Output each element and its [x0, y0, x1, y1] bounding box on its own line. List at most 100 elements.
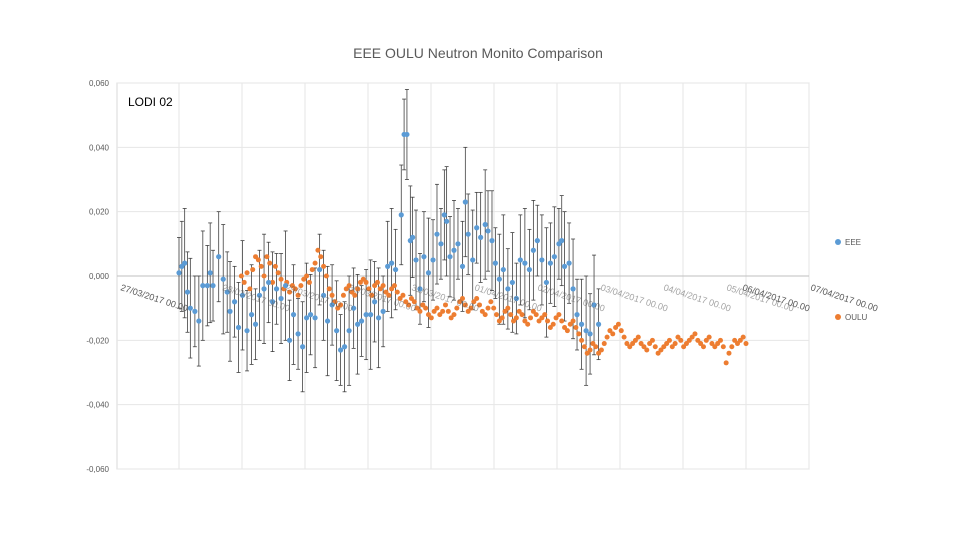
data-point-oulu: [312, 260, 318, 266]
data-point-eee: [231, 299, 238, 305]
data-point-eee: [312, 315, 318, 321]
data-point-oulu: [255, 257, 261, 263]
data-point-oulu: [618, 328, 624, 334]
data-point-oulu: [326, 286, 332, 292]
data-point-oulu: [576, 331, 582, 337]
data-point-oulu: [530, 308, 536, 314]
data-point-oulu: [491, 305, 497, 311]
legend-label-eee: EEE: [845, 238, 861, 247]
data-point-oulu: [488, 299, 494, 305]
data-point-eee: [239, 292, 246, 298]
data-point-oulu: [406, 302, 412, 308]
data-point-oulu: [403, 299, 409, 305]
data-point-oulu: [706, 334, 712, 340]
data-point-oulu: [369, 292, 375, 298]
data-point-oulu: [508, 312, 514, 318]
data-point-oulu: [686, 337, 692, 343]
data-point-oulu: [683, 341, 689, 347]
data-point-oulu: [241, 279, 247, 285]
data-point-oulu: [729, 344, 735, 350]
data-point-oulu: [267, 260, 273, 266]
data-point-eee: [351, 305, 357, 311]
data-point-eee: [207, 270, 213, 276]
data-point-oulu: [298, 283, 304, 289]
data-point-eee: [392, 266, 399, 273]
data-point-oulu: [737, 337, 743, 343]
data-point-oulu: [593, 344, 599, 350]
data-point-eee: [273, 286, 280, 292]
data-point-oulu: [709, 341, 715, 347]
data-point-oulu: [414, 305, 420, 311]
data-point-oulu: [550, 321, 556, 327]
data-point-eee: [303, 315, 310, 321]
data-point-oulu: [723, 360, 729, 366]
data-point-oulu: [627, 344, 633, 350]
data-point-oulu: [740, 334, 746, 340]
data-point-oulu: [573, 324, 579, 330]
data-point-oulu: [519, 312, 525, 318]
data-point-oulu: [304, 273, 310, 279]
data-point-oulu: [346, 283, 352, 289]
data-point-oulu: [644, 347, 650, 353]
data-point-oulu: [238, 273, 244, 279]
data-point-oulu: [613, 324, 619, 330]
data-point-eee: [451, 247, 457, 253]
data-point-oulu: [604, 334, 610, 340]
data-point-oulu: [323, 273, 329, 279]
data-point-oulu: [454, 305, 460, 311]
x-tick-label: 07/04/2017 00.00: [809, 282, 879, 313]
data-point-oulu: [377, 286, 383, 292]
data-point-oulu: [355, 286, 361, 292]
y-tick-label: 0,060: [89, 79, 110, 88]
data-point-eee: [261, 286, 267, 292]
data-point-oulu: [264, 254, 270, 260]
data-point-oulu: [270, 279, 276, 285]
data-point-oulu: [411, 299, 417, 305]
data-point-oulu: [374, 279, 380, 285]
legend: EEE OULU: [835, 238, 867, 322]
data-point-eee: [441, 212, 447, 218]
data-point-eee: [482, 221, 488, 228]
data-point-oulu: [502, 308, 508, 314]
data-point-oulu: [525, 321, 531, 327]
data-point-eee: [561, 263, 568, 269]
data-point-oulu: [528, 315, 534, 321]
data-point-oulu: [318, 254, 324, 260]
data-point-oulu: [425, 312, 431, 318]
data-point-oulu: [652, 344, 658, 350]
data-point-eee: [489, 238, 495, 244]
data-point-eee: [204, 283, 210, 289]
data-point-oulu: [536, 318, 542, 324]
data-point-oulu: [641, 344, 647, 350]
data-point-oulu: [380, 283, 386, 289]
data-point-eee: [196, 318, 202, 324]
data-point-eee: [278, 295, 284, 302]
data-point-eee: [329, 302, 335, 308]
data-point-eee: [307, 312, 314, 318]
data-point-oulu: [615, 321, 621, 327]
data-point-oulu: [420, 302, 426, 308]
data-point-oulu: [479, 308, 485, 314]
data-point-oulu: [383, 289, 389, 295]
data-point-oulu: [408, 296, 414, 302]
data-point-oulu: [712, 344, 718, 350]
data-point-oulu: [590, 341, 596, 347]
data-point-oulu: [321, 263, 327, 269]
data-point-eee: [447, 254, 453, 260]
data-point-oulu: [440, 308, 446, 314]
data-point-eee: [417, 286, 423, 292]
data-point-eee: [187, 305, 193, 311]
data-point-eee: [559, 238, 565, 244]
data-point-eee: [583, 328, 589, 334]
data-point-eee: [337, 347, 344, 353]
data-point-eee: [465, 231, 471, 237]
data-point-oulu: [363, 279, 369, 285]
data-point-eee: [434, 231, 440, 237]
data-point-oulu: [292, 286, 298, 292]
data-point-oulu: [247, 286, 253, 292]
data-point-eee: [363, 312, 369, 318]
data-point-oulu: [700, 344, 706, 350]
data-point-oulu: [431, 308, 437, 314]
data-point-oulu: [661, 344, 667, 350]
data-point-oulu: [539, 315, 545, 321]
